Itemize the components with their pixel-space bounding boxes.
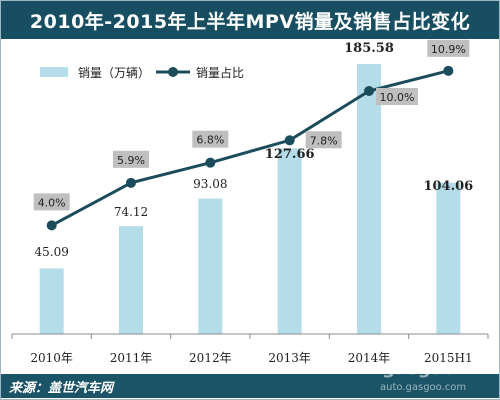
x-tick-label-1: 2011年 bbox=[110, 351, 153, 365]
x-tick-label-3: 2013年 bbox=[268, 351, 311, 365]
source-text: 来源：盖世汽车网 bbox=[9, 381, 114, 396]
share-label-box-4 bbox=[376, 88, 418, 105]
bar-value-label-3: 127.66 bbox=[265, 147, 315, 162]
legend-swatch-line-marker bbox=[168, 67, 178, 77]
bar-5 bbox=[436, 182, 461, 334]
legend-swatch-bars bbox=[40, 67, 68, 77]
bar-value-label-1: 74.12 bbox=[114, 205, 148, 219]
bar-value-label-5: 104.06 bbox=[423, 179, 473, 194]
share-label-box-3 bbox=[305, 131, 342, 149]
share-point-5 bbox=[443, 65, 454, 76]
share-label-5: 10.9% bbox=[431, 43, 466, 56]
footer-bar: 来源：盖世汽车网 bbox=[1, 374, 499, 398]
share-label-box-5 bbox=[427, 39, 470, 57]
svg-text:auto.gasgoo.com: auto.gasgoo.com bbox=[380, 382, 466, 393]
svg-text:盖世汽车网: 盖世汽车网 bbox=[404, 345, 449, 357]
share-label-2: 6.8% bbox=[196, 134, 224, 147]
share-point-0 bbox=[46, 220, 57, 231]
share-label-4: 10.0% bbox=[380, 91, 415, 104]
share-label-box-1 bbox=[113, 150, 149, 168]
bar-1 bbox=[119, 226, 143, 334]
bar-3 bbox=[277, 148, 302, 334]
x-tick-label-2: 2012年 bbox=[189, 351, 232, 365]
watermark-logo: 盖世汽车网 gasgoo auto.gasgoo.com bbox=[380, 345, 466, 393]
share-point-3 bbox=[284, 135, 295, 146]
bar-4 bbox=[357, 64, 381, 334]
share-label-3: 7.8% bbox=[310, 134, 338, 147]
x-tick-label-0: 2010年 bbox=[30, 351, 73, 365]
share-label-box-0 bbox=[33, 193, 70, 211]
svg-text:gasgoo: gasgoo bbox=[382, 358, 455, 379]
share-label-box-2 bbox=[192, 130, 229, 148]
share-line bbox=[50, 69, 449, 227]
share-label-0: 4.0% bbox=[38, 196, 66, 209]
bar-2 bbox=[198, 198, 223, 334]
bar-value-label-0: 45.09 bbox=[34, 245, 68, 259]
bar-0 bbox=[39, 268, 64, 334]
share-point-4 bbox=[364, 86, 374, 96]
bar-value-label-2: 93.08 bbox=[193, 177, 227, 191]
x-tick-label-5: 2015H1 bbox=[424, 351, 473, 365]
share-point-2 bbox=[205, 157, 216, 168]
legend-label-line: 销量占比 bbox=[196, 65, 244, 80]
chart-title: 2010年-2015年上半年MPV销量及销售占比变化 bbox=[1, 1, 499, 39]
x-tick-label-4: 2014年 bbox=[348, 351, 391, 365]
bar-value-label-4: 185.58 bbox=[344, 41, 394, 56]
share-label-1: 5.9% bbox=[117, 154, 145, 167]
share-point-1 bbox=[126, 177, 136, 188]
legend-label-bars: 销量（万辆） bbox=[78, 66, 150, 80]
